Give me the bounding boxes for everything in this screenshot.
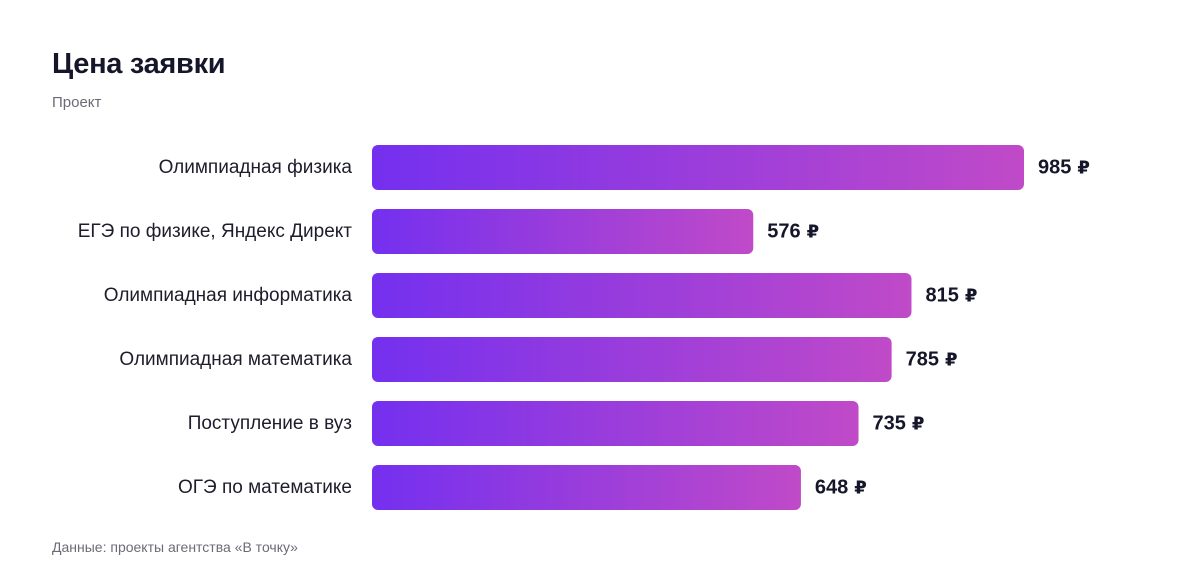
bar — [372, 465, 801, 510]
value-label: 648 ₽ — [815, 477, 867, 499]
bars-group: Олимпиадная физика 985 ₽ ЕГЭ по физике, Янд… — [78, 145, 1090, 510]
value-label: 785 ₽ — [906, 349, 958, 371]
category-label: Олимпиадная математика — [119, 349, 352, 370]
category-label: ЕГЭ по физике, Яндекс Директ — [78, 221, 353, 242]
bar — [372, 273, 912, 318]
bar — [372, 209, 754, 254]
value-label: 985 ₽ — [1038, 157, 1090, 179]
chart-subtitle: Проект — [52, 94, 102, 111]
bar — [372, 145, 1024, 190]
bar — [372, 401, 859, 446]
value-number: 735 — [873, 413, 906, 435]
value-label: 815 ₽ — [925, 285, 977, 307]
chart-title: Цена заявки — [52, 48, 226, 80]
value-label: 576 ₽ — [767, 221, 819, 243]
value-number: 785 — [906, 349, 939, 371]
value-number: 985 — [1038, 157, 1071, 179]
currency-sign: ₽ — [854, 477, 867, 498]
value-number: 815 — [925, 285, 958, 307]
value-number: 648 — [815, 477, 848, 499]
currency-sign: ₽ — [807, 221, 820, 242]
currency-sign: ₽ — [945, 349, 958, 370]
category-label: Поступление в вуз — [188, 413, 352, 434]
currency-sign: ₽ — [1077, 157, 1090, 178]
source-note: Данные: проекты агентства «В точку» — [52, 539, 298, 555]
value-number: 576 — [767, 221, 800, 243]
category-label: Олимпиадная информатика — [104, 285, 353, 306]
value-label: 735 ₽ — [873, 413, 925, 435]
bar — [372, 337, 892, 382]
currency-sign: ₽ — [912, 413, 925, 434]
category-label: Олимпиадная физика — [159, 157, 353, 178]
currency-sign: ₽ — [965, 285, 978, 306]
category-label: ОГЭ по математике — [178, 477, 352, 498]
